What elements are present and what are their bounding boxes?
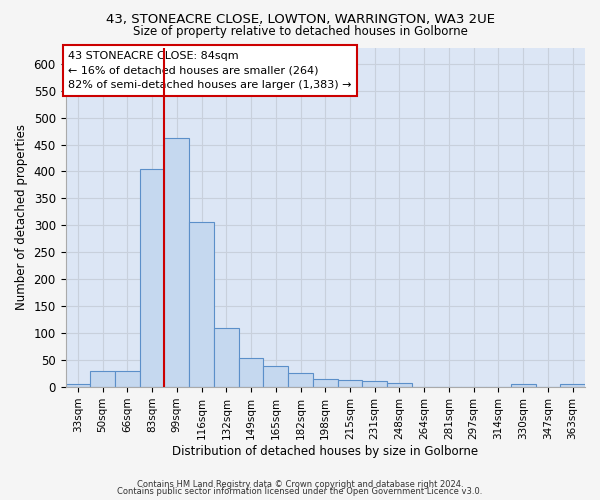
Bar	[214, 328, 239, 387]
X-axis label: Distribution of detached houses by size in Golborne: Distribution of detached houses by size …	[172, 444, 478, 458]
Bar	[115, 371, 140, 387]
Bar	[90, 371, 115, 387]
Bar	[239, 358, 263, 387]
Text: 43 STONEACRE CLOSE: 84sqm
← 16% of detached houses are smaller (264)
82% of semi: 43 STONEACRE CLOSE: 84sqm ← 16% of detac…	[68, 51, 352, 90]
Bar	[511, 384, 536, 387]
Bar	[263, 366, 288, 387]
Bar	[65, 384, 90, 387]
Y-axis label: Number of detached properties: Number of detached properties	[15, 124, 28, 310]
Text: Contains public sector information licensed under the Open Government Licence v3: Contains public sector information licen…	[118, 487, 482, 496]
Bar	[560, 384, 585, 387]
Bar	[362, 381, 387, 387]
Bar	[338, 380, 362, 387]
Text: Size of property relative to detached houses in Golborne: Size of property relative to detached ho…	[133, 25, 467, 38]
Bar	[164, 138, 189, 387]
Bar	[140, 169, 164, 387]
Text: 43, STONEACRE CLOSE, LOWTON, WARRINGTON, WA3 2UE: 43, STONEACRE CLOSE, LOWTON, WARRINGTON,…	[106, 12, 494, 26]
Bar	[288, 372, 313, 387]
Bar	[313, 379, 338, 387]
Bar	[387, 384, 412, 387]
Text: Contains HM Land Registry data © Crown copyright and database right 2024.: Contains HM Land Registry data © Crown c…	[137, 480, 463, 489]
Bar	[189, 222, 214, 387]
